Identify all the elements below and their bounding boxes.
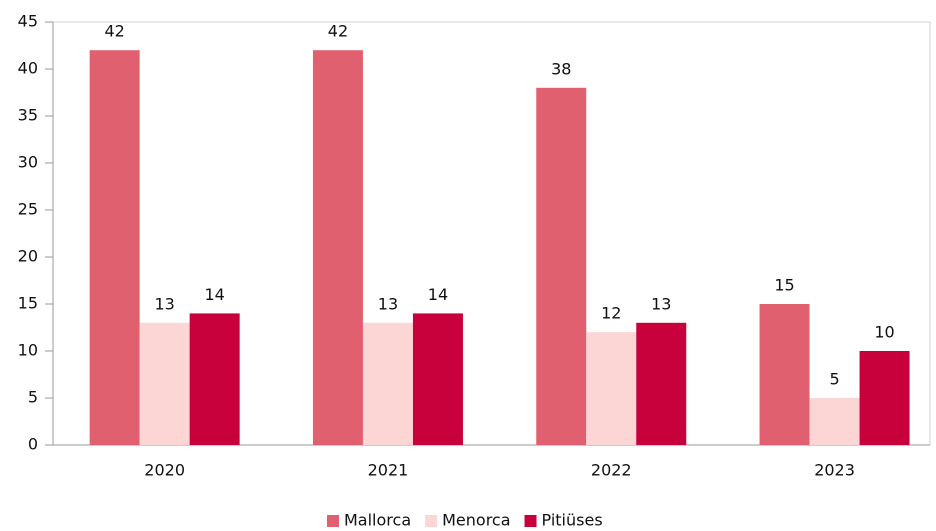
data-label: 12	[601, 304, 621, 323]
x-tick-label: 2021	[368, 461, 409, 480]
y-tick-label: 20	[18, 247, 38, 266]
data-label: 14	[428, 285, 448, 304]
y-tick-label: 45	[18, 12, 38, 31]
data-label: 14	[204, 285, 224, 304]
bar	[139, 322, 190, 445]
bar	[759, 304, 810, 445]
y-tick-label: 15	[18, 294, 38, 313]
y-tick-label: 30	[18, 153, 38, 172]
data-label: 13	[378, 294, 398, 313]
legend-swatch	[327, 515, 339, 527]
x-tick-label: 2020	[144, 461, 185, 480]
bar	[362, 322, 413, 445]
y-tick-label: 25	[18, 200, 38, 219]
legend-swatch	[524, 515, 537, 527]
bar	[586, 332, 637, 445]
data-label: 10	[874, 323, 894, 342]
y-tick-label: 40	[18, 59, 38, 78]
legend-swatch	[425, 515, 438, 527]
bar	[89, 50, 140, 445]
x-tick-label: 2023	[814, 461, 855, 480]
x-tick-label: 2022	[591, 461, 632, 480]
bar	[189, 313, 240, 445]
y-tick-label: 5	[28, 388, 38, 407]
legend-label: Menorca	[442, 511, 510, 530]
data-label: 13	[651, 294, 671, 313]
y-tick-label: 10	[18, 341, 38, 360]
legend-label: Mallorca	[344, 511, 411, 530]
data-label: 13	[154, 294, 174, 313]
legend-label: Pitiüses	[542, 511, 603, 530]
bar	[412, 313, 463, 445]
bar	[536, 87, 587, 446]
y-tick-label: 0	[28, 435, 38, 454]
bar	[312, 50, 363, 445]
data-label: 5	[829, 370, 839, 389]
data-label: 42	[328, 22, 348, 41]
bar	[859, 351, 910, 445]
data-label: 42	[104, 22, 124, 41]
bar	[809, 398, 860, 445]
bar	[636, 322, 687, 445]
y-tick-label: 35	[18, 106, 38, 125]
data-label: 38	[551, 59, 571, 78]
data-label: 15	[774, 276, 794, 295]
